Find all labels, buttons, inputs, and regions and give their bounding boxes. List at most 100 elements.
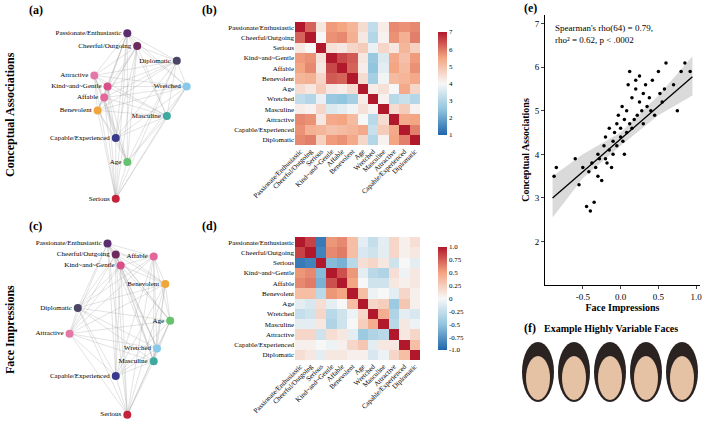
- svg-text:Kind~and~Gentle: Kind~and~Gentle: [51, 82, 101, 90]
- svg-text:-0.5: -0.5: [576, 292, 591, 302]
- svg-text:4: 4: [449, 80, 453, 88]
- svg-text:Attractive: Attractive: [266, 116, 294, 124]
- svg-text:6: 6: [449, 46, 453, 54]
- svg-text:Affable: Affable: [325, 363, 346, 384]
- svg-text:6: 6: [535, 62, 540, 72]
- svg-text:Spearman's rho(64) = 0.79,rho²: Spearman's rho(64) = 0.79,rho² = 0.62, p…: [555, 23, 653, 45]
- svg-text:Wretched: Wretched: [124, 344, 151, 352]
- svg-text:Capable/Experienced: Capable/Experienced: [50, 372, 110, 380]
- svg-text:Cheerful/Outgoing: Cheerful/Outgoing: [271, 147, 314, 190]
- svg-text:5: 5: [535, 106, 540, 116]
- svg-text:Age: Age: [282, 300, 294, 308]
- svg-text:Benevolent: Benevolent: [328, 363, 356, 391]
- svg-text:-1.0: -1.0: [449, 346, 461, 354]
- svg-text:Attractive: Attractive: [372, 363, 397, 388]
- svg-text:Wretched: Wretched: [154, 82, 181, 90]
- svg-text:-0.5: -0.5: [449, 321, 461, 329]
- svg-text:Age: Age: [153, 317, 165, 325]
- svg-text:Serious: Serious: [304, 148, 325, 169]
- svg-text:1: 1: [449, 131, 453, 139]
- svg-text:Diplomatic: Diplomatic: [263, 136, 295, 144]
- svg-text:Kind~and~Gentle: Kind~and~Gentle: [244, 54, 294, 62]
- svg-text:Attractive: Attractive: [60, 71, 88, 79]
- svg-text:0.75: 0.75: [449, 256, 462, 264]
- svg-text:(b): (b): [202, 3, 217, 17]
- svg-text:Passionate/Enthusiastic: Passionate/Enthusiastic: [36, 239, 102, 247]
- svg-text:Masculine: Masculine: [132, 112, 161, 120]
- svg-text:Masculine: Masculine: [265, 321, 294, 329]
- svg-text:Passionate/Enthusiastic: Passionate/Enthusiastic: [252, 148, 304, 200]
- svg-text:Kind~and~Gentle: Kind~and~Gentle: [294, 148, 335, 189]
- svg-text:(f): (f): [524, 321, 536, 335]
- svg-text:Conceptual Associations: Conceptual Associations: [3, 52, 17, 177]
- svg-text:Benevolent: Benevolent: [60, 106, 92, 114]
- svg-text:Masculine: Masculine: [265, 106, 294, 114]
- svg-text:7: 7: [449, 28, 453, 36]
- svg-text:Passionate/Enthusiastic: Passionate/Enthusiastic: [56, 29, 122, 37]
- svg-text:Capable/Experienced: Capable/Experienced: [234, 341, 294, 349]
- svg-text:Conceptual Associations: Conceptual Associations: [520, 98, 531, 202]
- svg-text:Affable: Affable: [126, 252, 147, 260]
- svg-text:Age: Age: [353, 148, 367, 162]
- svg-text:Wretched: Wretched: [267, 95, 294, 103]
- svg-text:5: 5: [449, 63, 453, 71]
- svg-text:Kind~and~Gentle: Kind~and~Gentle: [294, 363, 335, 404]
- svg-text:Serious: Serious: [273, 259, 294, 267]
- svg-text:1.0: 1.0: [691, 292, 703, 302]
- svg-text:0.25: 0.25: [449, 282, 462, 290]
- svg-text:Serious: Serious: [273, 44, 294, 52]
- svg-text:Masculine: Masculine: [361, 148, 387, 174]
- svg-text:Affable: Affable: [273, 280, 294, 288]
- svg-text:2: 2: [535, 237, 540, 247]
- svg-text:3: 3: [535, 193, 540, 203]
- svg-text:Attractive: Attractive: [266, 331, 294, 339]
- svg-text:Face Impressions: Face Impressions: [3, 285, 17, 374]
- svg-text:Age: Age: [282, 85, 294, 93]
- svg-text:Cheerful/Outgoing: Cheerful/Outgoing: [78, 42, 131, 50]
- svg-text:Benevolent: Benevolent: [262, 75, 294, 83]
- svg-text:Wretched: Wretched: [267, 310, 294, 318]
- svg-text:0.0: 0.0: [615, 292, 627, 302]
- svg-text:Attractive: Attractive: [36, 329, 64, 337]
- svg-text:3: 3: [449, 97, 453, 105]
- svg-text:Diplomatic: Diplomatic: [391, 148, 419, 176]
- svg-text:(e): (e): [524, 1, 537, 15]
- svg-text:-0.75: -0.75: [449, 334, 464, 342]
- svg-text:Diplomatic: Diplomatic: [40, 304, 72, 312]
- svg-text:7: 7: [535, 19, 540, 29]
- svg-text:Serious: Serious: [100, 410, 121, 418]
- svg-text:Capable/Experienced: Capable/Experienced: [360, 147, 408, 195]
- svg-text:2: 2: [449, 114, 453, 122]
- svg-text:4: 4: [535, 150, 540, 160]
- svg-text:Serious: Serious: [89, 195, 110, 203]
- svg-text:Cheerful/Outgoing: Cheerful/Outgoing: [271, 362, 314, 405]
- svg-text:Cheerful/Outgoing: Cheerful/Outgoing: [241, 34, 294, 42]
- svg-text:Diplomatic: Diplomatic: [391, 363, 419, 391]
- svg-text:Example Highly Variable Faces: Example Highly Variable Faces: [544, 323, 678, 334]
- svg-text:Benevolent: Benevolent: [262, 290, 294, 298]
- svg-text:Masculine: Masculine: [361, 363, 387, 389]
- svg-text:Serious: Serious: [304, 363, 325, 384]
- svg-text:Capable/Experienced: Capable/Experienced: [234, 126, 294, 134]
- svg-text:Age: Age: [353, 363, 367, 377]
- svg-text:0: 0: [449, 295, 453, 303]
- svg-text:Cheerful/Outgoing: Cheerful/Outgoing: [241, 249, 294, 257]
- svg-text:1.0: 1.0: [449, 243, 458, 251]
- svg-text:Benevolent: Benevolent: [328, 148, 356, 176]
- svg-text:0.5: 0.5: [653, 292, 665, 302]
- svg-text:Capable/Experienced: Capable/Experienced: [360, 362, 408, 410]
- svg-text:Wretched: Wretched: [352, 147, 377, 172]
- svg-text:Kind~and~Gentle: Kind~and~Gentle: [244, 269, 294, 277]
- svg-text:Diplomatic: Diplomatic: [139, 57, 171, 65]
- svg-text:0.5: 0.5: [449, 269, 458, 277]
- svg-text:Masculine: Masculine: [119, 357, 148, 365]
- svg-text:Wretched: Wretched: [352, 362, 377, 387]
- svg-text:Diplomatic: Diplomatic: [263, 351, 295, 359]
- svg-text:(a): (a): [29, 3, 43, 17]
- svg-text:Face Impressions: Face Impressions: [586, 302, 660, 313]
- svg-text:Passionate/Enthusiastic: Passionate/Enthusiastic: [228, 24, 294, 32]
- svg-text:Affable: Affable: [273, 65, 294, 73]
- svg-text:-0.25: -0.25: [449, 308, 464, 316]
- svg-text:Affable: Affable: [325, 148, 346, 169]
- svg-text:Affable: Affable: [77, 93, 98, 101]
